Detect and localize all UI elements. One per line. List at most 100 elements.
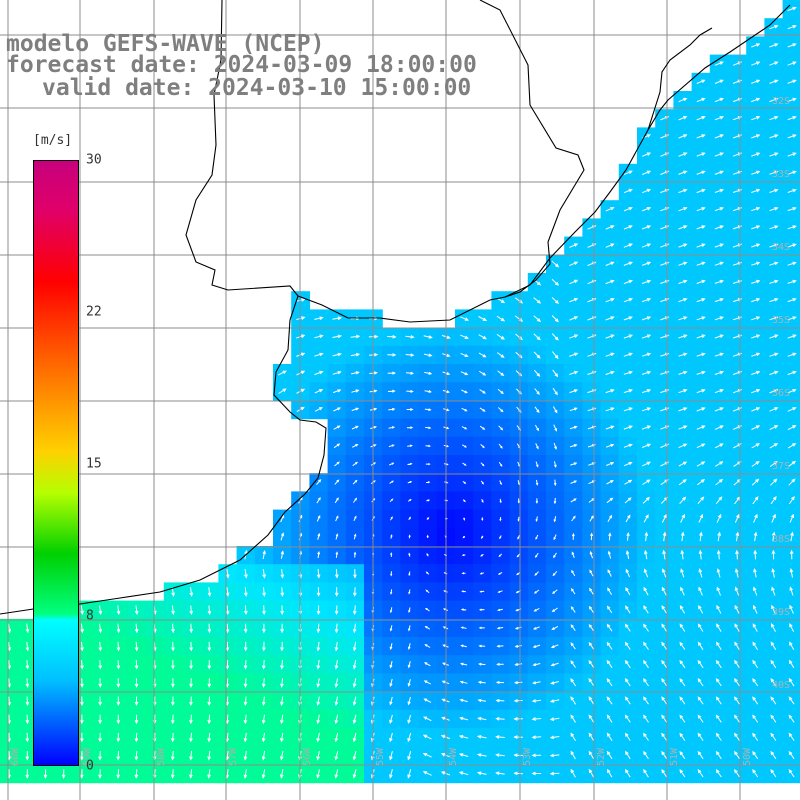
wind-arrow [770,641,777,651]
wind-arrow [551,260,560,268]
wind-arrow [643,568,649,578]
wind-arrow [642,170,652,175]
wind-arrow [714,243,724,248]
wind-arrow [770,623,776,632]
wind-arrow [477,716,487,721]
wind-arrow [513,680,523,685]
wind-arrow [225,660,230,670]
wind-arrow [588,750,595,760]
wind-arrow [350,371,360,375]
wind-arrow [752,678,759,687]
wind-arrow [553,497,557,505]
wind-arrow [714,207,724,212]
wind-arrow [262,550,266,560]
wind-arrow [334,751,339,761]
wind-arrow [769,97,779,103]
wind-arrow [606,714,613,723]
wind-arrow [335,551,339,558]
wind-arrow [314,334,324,339]
wind-arrow [787,43,797,48]
wind-arrow [752,623,758,632]
wind-arrow [789,641,795,651]
wind-arrow [280,587,285,597]
wind-arrow [388,407,396,411]
wind-arrow [387,353,397,357]
valid-date: valid date: 2024-03-10 15:00:00 [42,75,472,101]
wind-arrow [225,587,230,597]
wind-arrow [280,769,284,779]
wind-arrow [423,662,431,667]
wind-arrow [316,660,321,670]
wind-arrow [532,644,541,648]
wind-arrow [680,549,685,560]
wind-arrow [316,714,321,725]
wind-arrow [751,79,761,84]
wind-arrow [189,751,193,761]
wind-arrow [641,334,652,339]
wind-arrow [278,388,287,394]
wind-arrow [189,641,194,652]
wind-arrow [698,549,703,560]
wind-arrow [569,298,579,303]
wind-arrow [698,605,704,614]
wind-arrow [407,696,411,706]
coastline-path [0,295,327,615]
wind-arrow [678,116,688,121]
wind-arrow [496,644,504,648]
wind-arrow [751,334,761,339]
wind-arrow [715,641,722,650]
wind-arrow [641,225,652,230]
wind-arrow [261,678,266,688]
wind-arrow [352,714,357,725]
wind-arrow [769,225,779,230]
wind-arrow [243,623,248,634]
wind-arrow [534,424,539,432]
wind-arrow [696,425,706,430]
wind-arrow [316,769,320,779]
wind-arrow [531,753,542,758]
wind-arrow [80,732,84,743]
wind-arrow [261,696,266,707]
wind-arrow [390,571,393,577]
wind-arrow [350,352,361,357]
wind-arrow [243,732,248,743]
wind-arrow [589,514,594,522]
wind-arrow [641,261,652,266]
wind-arrow [458,753,469,757]
wind-arrow [770,659,777,669]
wind-arrow [678,461,688,467]
coastline-path [185,0,791,323]
wind-arrow [533,589,540,594]
wind-arrow [570,660,576,668]
wind-arrow [332,370,342,375]
wind-arrow [534,571,539,576]
wind-arrow [280,696,284,707]
wind-arrow [207,678,212,688]
wind-arrow [535,443,539,450]
wind-arrow [734,732,740,741]
wind-arrow [225,623,230,634]
wind-arrow [697,769,704,778]
wind-arrow [641,425,652,430]
wind-arrow [788,659,795,669]
wind-arrow [624,696,631,705]
wind-arrow [696,389,706,394]
wind-arrow [280,605,284,616]
wind-arrow [243,751,248,761]
wind-arrow [476,771,487,775]
wind-arrow [661,732,668,741]
wind-arrow [642,479,651,485]
wind-arrow [607,587,613,595]
wind-arrow [134,623,139,634]
wind-arrow [25,751,30,761]
wind-arrow [661,623,668,632]
wind-arrow [25,732,30,743]
wind-arrow [389,462,395,466]
wind-arrow [624,768,631,778]
wind-arrow [605,261,615,266]
wind-arrow [171,660,175,670]
wind-arrow [696,207,706,212]
wind-arrow [80,714,84,725]
wind-arrow [495,716,505,721]
wind-arrow [787,25,797,30]
